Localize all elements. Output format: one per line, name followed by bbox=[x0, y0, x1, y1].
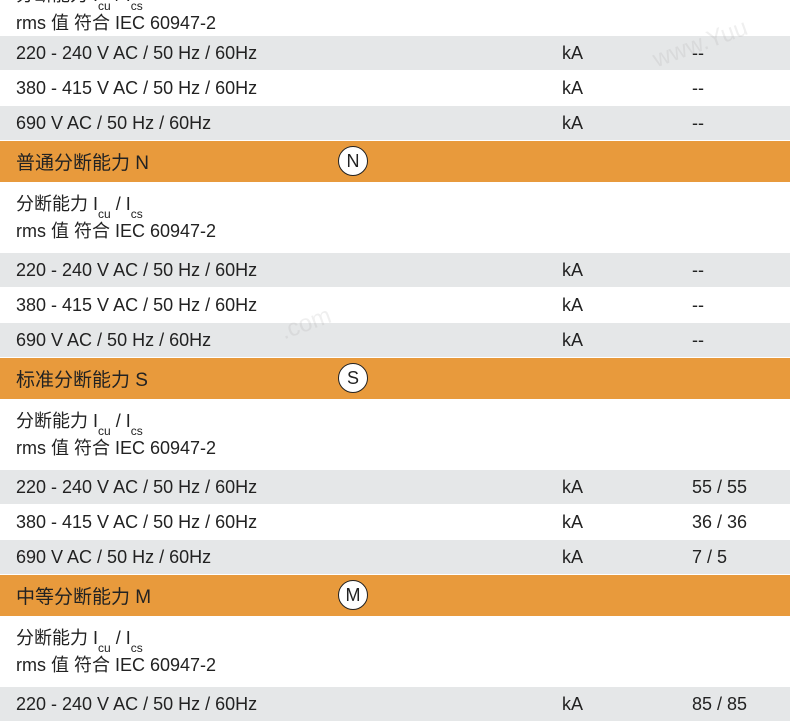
breaking-capacity-header-s: 分断能力 Icu / Ics rms 值 符合 IEC 60947-2 bbox=[0, 400, 790, 470]
subscript: cs bbox=[131, 207, 143, 221]
header-text: / I bbox=[111, 194, 131, 214]
spec-value: -- bbox=[692, 43, 790, 64]
spec-value: 36 / 36 bbox=[692, 512, 790, 533]
spec-row: 220 - 240 V AC / 50 Hz / 60Hz kA 85 / 85 bbox=[0, 687, 790, 722]
spec-row: 220 - 240 V AC / 50 Hz / 60Hz kA 55 / 55 bbox=[0, 470, 790, 505]
spec-label: 220 - 240 V AC / 50 Hz / 60Hz bbox=[16, 694, 562, 715]
spec-unit: kA bbox=[562, 512, 692, 533]
header-line1: 分断能力 Icu / Ics bbox=[16, 409, 143, 436]
subscript: cu bbox=[98, 0, 111, 13]
section-header-n: 普通分断能力 N N bbox=[0, 141, 790, 183]
header-line2: rms 值 符合 IEC 60947-2 bbox=[16, 219, 216, 244]
spec-row: 220 - 240 V AC / 50 Hz / 60Hz kA -- bbox=[0, 36, 790, 71]
header-line2: rms 值 符合 IEC 60947-2 bbox=[16, 653, 216, 678]
spec-unit: kA bbox=[562, 113, 692, 134]
subscript: cs bbox=[131, 424, 143, 438]
spec-unit: kA bbox=[562, 477, 692, 498]
subscript: cu bbox=[98, 207, 111, 221]
header-text: 分断能力 I bbox=[16, 411, 98, 431]
header-text: / I bbox=[111, 0, 131, 5]
spec-unit: kA bbox=[562, 43, 692, 64]
header-line1: 分断能力 Icu / Ics bbox=[16, 192, 143, 219]
spec-unit: kA bbox=[562, 295, 692, 316]
spec-unit: kA bbox=[562, 547, 692, 568]
breaking-capacity-header-n: 分断能力 Icu / Ics rms 值 符合 IEC 60947-2 bbox=[0, 183, 790, 253]
spec-row: 380 - 415 V AC / 50 Hz / 60Hz kA -- bbox=[0, 288, 790, 323]
header-text: 分断能力 I bbox=[16, 628, 98, 648]
header-line1: 分断能力 Icu / Ics bbox=[16, 626, 143, 653]
spec-value: -- bbox=[692, 295, 790, 316]
spec-label: 690 V AC / 50 Hz / 60Hz bbox=[16, 330, 562, 351]
header-text: 分断能力 I bbox=[16, 194, 98, 214]
spec-table: www.Yuu .com 分断能力 Icu / Ics rms 值 符合 IEC… bbox=[0, 0, 790, 722]
subscript: cu bbox=[98, 424, 111, 438]
spec-row: 220 - 240 V AC / 50 Hz / 60Hz kA -- bbox=[0, 253, 790, 288]
spec-label: 690 V AC / 50 Hz / 60Hz bbox=[16, 547, 562, 568]
n-icon: N bbox=[338, 146, 368, 176]
spec-row: 380 - 415 V AC / 50 Hz / 60Hz kA 36 / 36 bbox=[0, 505, 790, 540]
spec-row: 380 - 415 V AC / 50 Hz / 60Hz kA -- bbox=[0, 71, 790, 106]
subscript: cs bbox=[131, 0, 143, 13]
header-line2: rms 值 符合 IEC 60947-2 bbox=[16, 436, 216, 461]
spec-label: 380 - 415 V AC / 50 Hz / 60Hz bbox=[16, 512, 562, 533]
header-text: / I bbox=[111, 628, 131, 648]
spec-row: 690 V AC / 50 Hz / 60Hz kA 7 / 5 bbox=[0, 540, 790, 575]
spec-value: 55 / 55 bbox=[692, 477, 790, 498]
breaking-capacity-header-m: 分断能力 Icu / Ics rms 值 符合 IEC 60947-2 bbox=[0, 617, 790, 687]
header-text: / I bbox=[111, 411, 131, 431]
spec-row: 690 V AC / 50 Hz / 60Hz kA -- bbox=[0, 106, 790, 141]
m-icon: M bbox=[338, 580, 368, 610]
spec-value: -- bbox=[692, 113, 790, 134]
subscript: cs bbox=[131, 641, 143, 655]
spec-label: 380 - 415 V AC / 50 Hz / 60Hz bbox=[16, 295, 562, 316]
spec-label: 380 - 415 V AC / 50 Hz / 60Hz bbox=[16, 78, 562, 99]
spec-value: 85 / 85 bbox=[692, 694, 790, 715]
spec-row: 690 V AC / 50 Hz / 60Hz kA -- bbox=[0, 323, 790, 358]
section-title: 标准分断能力 S bbox=[16, 365, 148, 392]
spec-unit: kA bbox=[562, 78, 692, 99]
spec-label: 220 - 240 V AC / 50 Hz / 60Hz bbox=[16, 477, 562, 498]
s-icon: S bbox=[338, 363, 368, 393]
header-text: 分断能力 I bbox=[16, 0, 98, 5]
spec-unit: kA bbox=[562, 694, 692, 715]
spec-label: 220 - 240 V AC / 50 Hz / 60Hz bbox=[16, 260, 562, 281]
section-title: 中等分断能力 M bbox=[16, 582, 151, 609]
section-title: 普通分断能力 N bbox=[16, 148, 149, 175]
spec-label: 690 V AC / 50 Hz / 60Hz bbox=[16, 113, 562, 134]
spec-value: -- bbox=[692, 78, 790, 99]
spec-label: 220 - 240 V AC / 50 Hz / 60Hz bbox=[16, 43, 562, 64]
spec-value: -- bbox=[692, 330, 790, 351]
header-line2: rms 值 符合 IEC 60947-2 bbox=[16, 11, 216, 36]
spec-unit: kA bbox=[562, 330, 692, 351]
spec-value: -- bbox=[692, 260, 790, 281]
spec-value: 7 / 5 bbox=[692, 547, 790, 568]
section-header-s: 标准分断能力 S S bbox=[0, 358, 790, 400]
subscript: cu bbox=[98, 641, 111, 655]
header-line1: 分断能力 Icu / Ics bbox=[16, 0, 143, 11]
spec-unit: kA bbox=[562, 260, 692, 281]
breaking-capacity-header-0: 分断能力 Icu / Ics rms 值 符合 IEC 60947-2 bbox=[0, 0, 790, 36]
section-header-m: 中等分断能力 M M bbox=[0, 575, 790, 617]
